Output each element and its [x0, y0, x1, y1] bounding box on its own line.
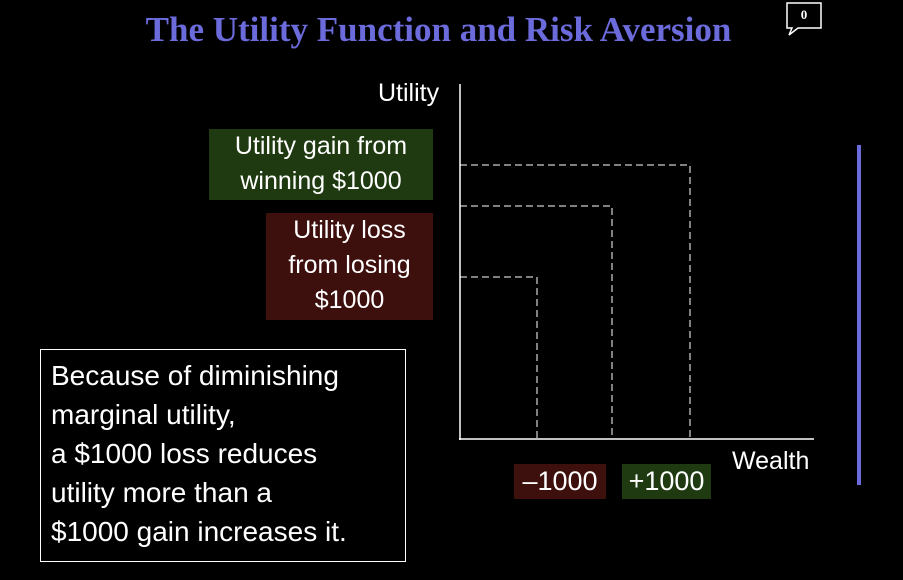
tick-label-minus-1000: –1000 [514, 464, 606, 499]
guide-line-loss [460, 276, 538, 439]
utility-gain-label: Utility gain from winning $1000 [209, 129, 433, 200]
note-line: utility more than a [51, 477, 272, 508]
comment-icon[interactable]: 0 [786, 2, 822, 36]
comment-count: 0 [800, 7, 808, 22]
note-line: marginal utility, [51, 399, 236, 430]
y-axis-label: Utility [378, 79, 440, 107]
explanation-box: Because of diminishing marginal utility,… [40, 349, 406, 562]
note-line: a $1000 loss reduces [51, 438, 318, 469]
x-axis-label: Wealth [732, 447, 810, 475]
note-line: $1000 gain increases it. [51, 516, 347, 547]
guide-line-initial [460, 205, 613, 439]
gain-label-line: Utility gain from [234, 132, 408, 160]
slide-title: The Utility Function and Risk Aversion [145, 10, 732, 49]
loss-label-line: Utility loss [293, 216, 406, 244]
accent-bar [857, 145, 861, 485]
gain-label-line: winning $1000 [240, 167, 402, 195]
utility-loss-label: Utility loss from losing $1000 [266, 213, 433, 320]
guide-line-gain [460, 164, 691, 439]
note-line: Because of diminishing [51, 360, 339, 391]
comment-bubble-icon [786, 2, 822, 36]
loss-label-line: $1000 [314, 286, 385, 314]
loss-label-line: from losing [288, 251, 411, 279]
tick-label-plus-1000: +1000 [622, 464, 711, 499]
